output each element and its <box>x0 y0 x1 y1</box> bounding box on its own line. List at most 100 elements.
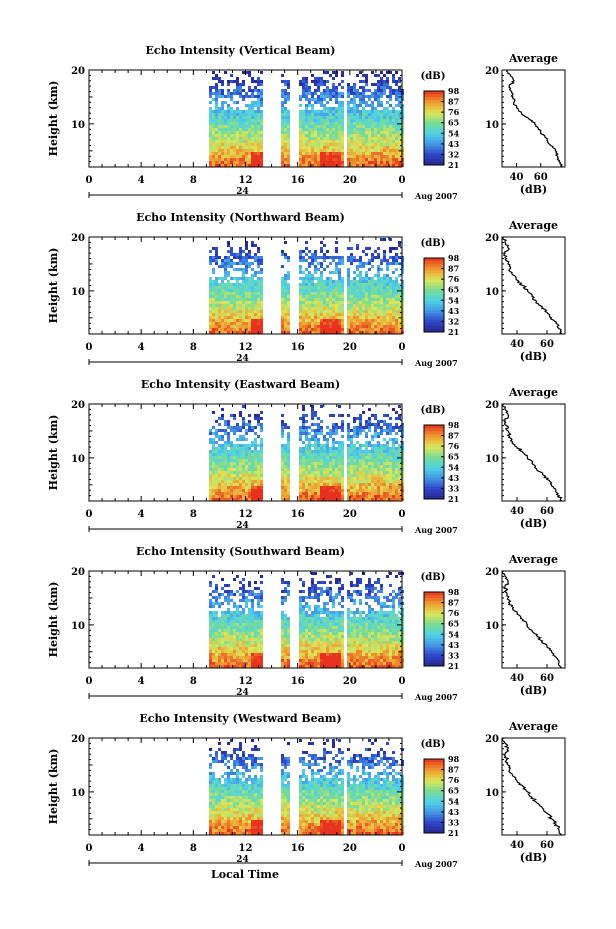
heatmap-cell <box>320 477 323 480</box>
heatmap-cell <box>227 450 230 453</box>
heatmap-cell <box>224 617 227 620</box>
heatmap-cell <box>326 152 329 155</box>
heatmap-cell <box>233 325 236 328</box>
heatmap-cell <box>353 492 356 495</box>
heatmap-cell <box>233 459 236 462</box>
heatmap-cell <box>218 644 221 647</box>
heatmap-cell <box>221 137 224 140</box>
heatmap-cell <box>353 259 356 262</box>
heatmap-cells <box>209 71 404 167</box>
heatmap-cell <box>248 131 251 134</box>
heatmap-cell <box>299 456 302 459</box>
heatmap-cell <box>299 152 302 155</box>
heatmap-cell <box>353 474 356 477</box>
heatmap-cell <box>326 459 329 462</box>
heatmap-cell <box>356 480 359 483</box>
heatmap-cell <box>371 489 374 492</box>
heatmap-cell <box>248 468 251 471</box>
heatmap-cell <box>359 319 362 322</box>
heatmap-cell <box>209 125 212 128</box>
heatmap-cell <box>359 486 362 489</box>
heatmap-cell <box>323 438 326 441</box>
heatmap-cell <box>227 629 230 632</box>
heatmap-cell <box>311 456 314 459</box>
heatmap-cell <box>395 304 398 307</box>
heatmap-cell <box>302 277 305 280</box>
heatmap-cell <box>347 414 350 417</box>
heatmap-cell <box>389 238 392 241</box>
heatmap-cell <box>308 122 311 125</box>
heatmap-cell <box>377 247 380 250</box>
heatmap-cell <box>332 256 335 259</box>
heatmap-cell <box>251 256 254 259</box>
heatmap-cell <box>353 116 356 119</box>
heatmap-cell <box>383 447 386 450</box>
heatmap-cell <box>227 119 230 122</box>
heatmap-cell <box>374 301 377 304</box>
heatmap-cell <box>260 262 263 265</box>
heatmap-cell <box>245 474 248 477</box>
heatmap-cell <box>380 140 383 143</box>
heatmap-cell <box>347 134 350 137</box>
heatmap-cell <box>287 483 290 486</box>
heatmap-cell <box>236 662 239 665</box>
y-tick-label: 20 <box>71 233 85 244</box>
heatmap-cell <box>248 286 251 289</box>
heatmap-cell <box>299 307 302 310</box>
heatmap-cell <box>245 456 248 459</box>
heatmap-cell <box>233 495 236 498</box>
heatmap-cell <box>332 429 335 432</box>
heatmap-cell <box>257 92 260 95</box>
heatmap-cell <box>209 623 212 626</box>
heatmap-cell <box>323 134 326 137</box>
heatmap-cell <box>299 113 302 116</box>
heatmap-cell <box>284 131 287 134</box>
heatmap-cell <box>395 498 398 501</box>
heatmap-cell <box>284 149 287 152</box>
heatmap-cell <box>281 325 284 328</box>
heatmap-cell <box>239 298 242 301</box>
heatmap-cell <box>251 80 254 83</box>
heatmap-cell <box>374 310 377 313</box>
heatmap-cell <box>362 86 365 89</box>
heatmap-cell <box>317 86 320 89</box>
heatmap-cell <box>377 113 380 116</box>
heatmap-cell <box>329 489 332 492</box>
heatmap-cell <box>377 119 380 122</box>
heatmap-cell <box>215 259 218 262</box>
heatmap-cell <box>305 298 308 301</box>
heatmap-cell <box>251 152 254 155</box>
heatmap-cell <box>365 277 368 280</box>
heatmap-cell <box>227 104 230 107</box>
heatmap-cell <box>362 489 365 492</box>
heatmap-cell <box>254 289 257 292</box>
heatmap-cell <box>374 274 377 277</box>
heatmap-cell <box>221 328 224 331</box>
heatmap-cell <box>299 492 302 495</box>
heatmap-cell <box>332 310 335 313</box>
heatmap-cell <box>251 119 254 122</box>
colorbar-swatch <box>424 282 444 287</box>
heatmap-cell <box>329 256 332 259</box>
heatmap-cell <box>383 292 386 295</box>
heatmap-cell <box>398 417 401 420</box>
heatmap-cell <box>224 584 227 587</box>
heatmap-cell <box>359 417 362 420</box>
heatmap-cell <box>353 328 356 331</box>
heatmap-cell <box>386 489 389 492</box>
heatmap-cell <box>380 447 383 450</box>
heatmap-cell <box>257 444 260 447</box>
heatmap-cell <box>260 468 263 471</box>
heatmap-cell <box>323 143 326 146</box>
heatmap-cell <box>359 86 362 89</box>
heatmap-cell <box>341 322 344 325</box>
heatmap-cell <box>209 316 212 319</box>
heatmap-cell <box>236 316 239 319</box>
heatmap-cell <box>350 477 353 480</box>
heatmap-cell <box>308 161 311 164</box>
heatmap-cell <box>395 483 398 486</box>
heatmap-cell <box>323 286 326 289</box>
heatmap-cell <box>335 280 338 283</box>
heatmap-cell <box>212 268 215 271</box>
colorbar-swatch <box>424 310 444 314</box>
